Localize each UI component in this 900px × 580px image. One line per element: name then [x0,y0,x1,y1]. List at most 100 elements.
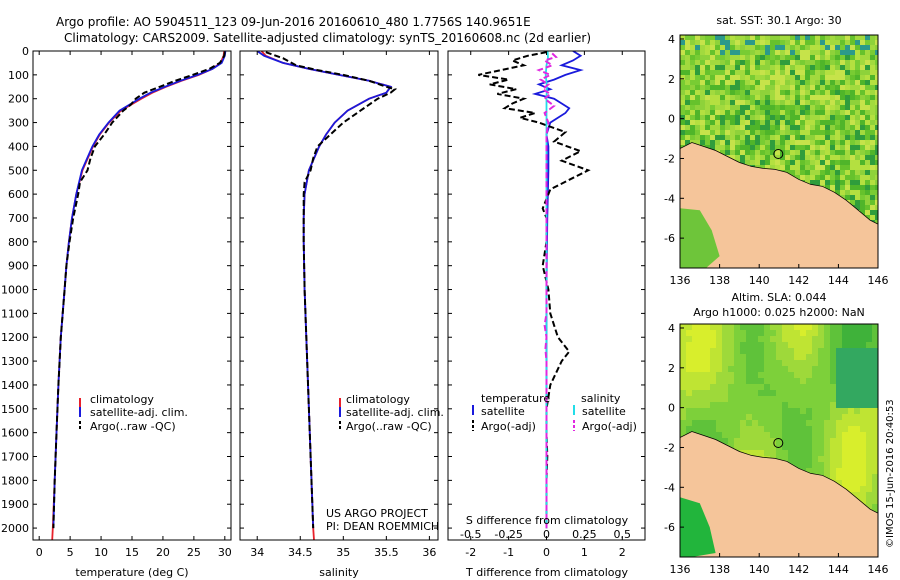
map-field-cell [740,324,746,330]
map-field-cell [695,110,700,115]
map-field-cell [758,432,764,438]
map-field-cell [800,426,806,432]
map-field-cell [730,110,735,115]
map-field-cell [800,120,805,125]
map-field-cell [835,170,840,175]
map-field-cell [820,130,825,135]
map-field-cell [734,378,740,384]
map-field-cell [872,360,878,366]
map-field-cell [764,324,770,330]
map-field-cell [800,165,805,170]
map-field-cell [770,360,776,366]
map-field-cell [836,468,842,474]
coastal-water [680,497,716,557]
map-field-cell [700,90,705,95]
map-field-cell [842,360,848,366]
map-field-cell [695,50,700,55]
map-field-cell [800,390,806,396]
figure-title-line-2: Climatology: CARS2009. Satellite-adjuste… [64,31,591,45]
map-field-cell [755,160,760,165]
map-field-cell [740,438,746,444]
map-field-cell [848,360,854,366]
map-field-cell [750,125,755,130]
map-field-cell [806,456,812,462]
map-field-cell [722,384,728,390]
map-x-tick-label: 142 [788,563,809,576]
map-field-cell [704,390,710,396]
map-field-cell [722,426,728,432]
map-field-cell [872,384,878,390]
map-field-cell [872,468,878,474]
map-field-cell [805,155,810,160]
map-field-cell [705,55,710,60]
map-field-cell [866,492,872,498]
map-field-cell [755,35,760,40]
map-field-cell [764,390,770,396]
map-field-cell [705,115,710,120]
map-field-cell [806,426,812,432]
map-field-cell [825,125,830,130]
map-field-cell [710,130,715,135]
map-field-cell [854,378,860,384]
map-field-cell [815,110,820,115]
map-field-cell [735,40,740,45]
map-field-cell [820,150,825,155]
map-field-cell [770,342,776,348]
map-field-cell [695,130,700,135]
map-y-tick-label: -4 [664,481,675,494]
map-field-cell [836,372,842,378]
map-field-cell [860,175,865,180]
map-field-cell [770,60,775,65]
map-field-cell [800,438,806,444]
map-field-cell [790,55,795,60]
map-field-cell [855,55,860,60]
map-field-cell [836,414,842,420]
map-field-cell [860,95,865,100]
map-field-cell [842,414,848,420]
map-field-cell [710,342,716,348]
map-field-cell [875,45,878,50]
map-field-cell [765,100,770,105]
map-field-cell [764,354,770,360]
map-field-cell [812,450,818,456]
map-field-cell [870,80,875,85]
difference-series-temperature-satellite [531,51,584,529]
map-field-cell [755,50,760,55]
map-field-cell [765,135,770,140]
map-field-cell [812,444,818,450]
map-field-cell [860,366,866,372]
map-field-cell [770,50,775,55]
map-field-cell [845,185,850,190]
map-field-cell [735,95,740,100]
map-field-cell [810,50,815,55]
map-field-cell [700,85,705,90]
map-field-cell [845,65,850,70]
map-field-cell [776,402,782,408]
map-field-cell [705,105,710,110]
map-field-cell [788,408,794,414]
map-field-cell [806,324,812,330]
map-field-cell [836,330,842,336]
map-field-cell [686,396,692,402]
map-field-cell [776,396,782,402]
map-field-cell [860,402,866,408]
map-field-cell [842,438,848,444]
map-field-cell [835,130,840,135]
map-field-cell [740,45,745,50]
map-field-cell [788,420,794,426]
map-x-tick-label: 146 [868,274,889,287]
map-field-cell [842,342,848,348]
map-field-cell [776,420,782,426]
map-field-cell [764,366,770,372]
legend-t-argo-label: Argo(-adj) [481,420,536,433]
map-field-cell [795,50,800,55]
map-field-cell [800,55,805,60]
map-field-cell [815,115,820,120]
map-field-cell [872,372,878,378]
map-field-cell [770,100,775,105]
map-field-cell [848,468,854,474]
map-field-cell [870,155,875,160]
map-field-cell [722,336,728,342]
map-field-cell [860,120,865,125]
map-field-cell [745,60,750,65]
